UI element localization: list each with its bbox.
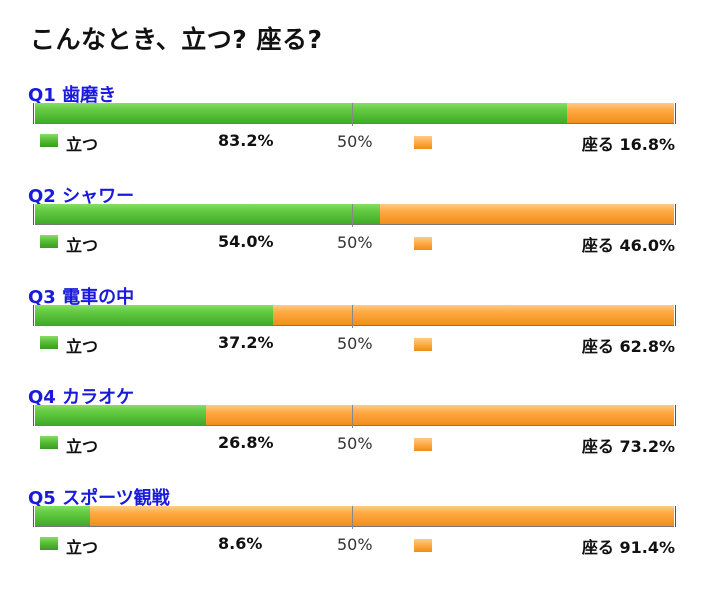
legend-stand-label: 立つ bbox=[66, 337, 99, 356]
stacked-bar bbox=[35, 305, 674, 326]
bar-frame bbox=[33, 405, 676, 426]
sit-swatch-icon bbox=[414, 136, 432, 149]
sit-group: 座る 73.2% bbox=[582, 433, 675, 457]
bar-segment-stand bbox=[35, 103, 567, 123]
question-block: Q4 カラオケ 立つ 26.8% 50% 座る 73.2% bbox=[0, 383, 705, 483]
midpoint-label: 50% bbox=[337, 233, 373, 252]
sit-group: 座る 46.0% bbox=[582, 232, 675, 256]
midpoint-label: 50% bbox=[337, 132, 373, 151]
midpoint-label: 50% bbox=[337, 334, 373, 353]
question-label: Q2 シャワー bbox=[28, 186, 135, 207]
question-label: Q3 電車の中 bbox=[28, 287, 135, 308]
legend-row: 立つ 37.2% 50% 座る 62.8% bbox=[0, 333, 705, 357]
question-label: Q4 カラオケ bbox=[28, 387, 135, 408]
stacked-bar bbox=[35, 103, 674, 124]
midpoint-label: 50% bbox=[337, 434, 373, 453]
bar-segment-sit bbox=[380, 204, 674, 224]
bar-segment-stand bbox=[35, 204, 380, 224]
legend-row: 立つ 26.8% 50% 座る 73.2% bbox=[0, 433, 705, 457]
bar-frame bbox=[33, 204, 676, 225]
bar-frame bbox=[33, 506, 676, 527]
question-block: Q3 電車の中 立つ 37.2% 50% 座る 62.8% bbox=[0, 283, 705, 383]
sit-group: 座る 16.8% bbox=[582, 131, 675, 155]
chart-title: こんなとき、立つ? 座る? bbox=[30, 25, 323, 54]
midpoint-line bbox=[352, 103, 353, 126]
legend-stand-label: 立つ bbox=[66, 538, 99, 557]
legend-stand-label: 立つ bbox=[66, 135, 99, 154]
question-block: Q5 スポーツ観戦立つ 8.6% 50% 座る 91.4% bbox=[0, 484, 705, 584]
sit-group: 座る 62.8% bbox=[582, 333, 675, 357]
bar-segment-sit bbox=[206, 405, 674, 425]
midpoint-label: 50% bbox=[337, 535, 373, 554]
bar-segment-sit bbox=[90, 506, 674, 526]
legend-sit-label: 座る bbox=[581, 236, 614, 255]
stand-swatch-icon bbox=[40, 235, 58, 248]
bar-segment-stand bbox=[35, 405, 206, 425]
legend-row: 立つ 54.0% 50% 座る 46.0% bbox=[0, 232, 705, 256]
midpoint-line bbox=[352, 506, 353, 529]
legend-sit-label: 座る bbox=[581, 337, 614, 356]
sit-percentage: 16.8% bbox=[619, 135, 675, 154]
stacked-bar bbox=[35, 405, 674, 426]
bar-segment-stand bbox=[35, 305, 273, 325]
stand-swatch-icon bbox=[40, 336, 58, 349]
bar-frame bbox=[33, 305, 676, 326]
stand-percentage: 26.8% bbox=[218, 433, 274, 452]
sit-swatch-icon bbox=[414, 539, 432, 552]
stand-swatch-icon bbox=[40, 537, 58, 550]
midpoint-line bbox=[352, 405, 353, 428]
question-block: Q1 歯磨き立つ 83.2% 50% 座る 16.8% bbox=[0, 81, 705, 181]
bar-frame bbox=[33, 103, 676, 124]
stand-percentage: 83.2% bbox=[218, 131, 274, 150]
midpoint-line bbox=[352, 305, 353, 328]
legend-stand-label: 立つ bbox=[66, 437, 99, 456]
sit-swatch-icon bbox=[414, 338, 432, 351]
legend-stand-label: 立つ bbox=[66, 236, 99, 255]
bar-segment-sit bbox=[567, 103, 674, 123]
stand-swatch-icon bbox=[40, 436, 58, 449]
stand-percentage: 8.6% bbox=[218, 534, 263, 553]
sit-swatch-icon bbox=[414, 438, 432, 451]
bar-segment-sit bbox=[273, 305, 674, 325]
question-block: Q2 シャワー 立つ 54.0% 50% 座る 46.0% bbox=[0, 182, 705, 282]
legend-row: 立つ 83.2% 50% 座る 16.8% bbox=[0, 131, 705, 155]
bar-segment-stand bbox=[35, 506, 90, 526]
legend-sit-label: 座る bbox=[581, 437, 614, 456]
stacked-bar bbox=[35, 506, 674, 527]
stacked-bar bbox=[35, 204, 674, 225]
stand-percentage: 54.0% bbox=[218, 232, 274, 251]
legend-row: 立つ 8.6% 50% 座る 91.4% bbox=[0, 534, 705, 558]
sit-percentage: 91.4% bbox=[619, 538, 675, 557]
legend-sit-label: 座る bbox=[581, 135, 614, 154]
question-label: Q1 歯磨き bbox=[28, 85, 117, 106]
legend-sit-label: 座る bbox=[581, 538, 614, 557]
sit-group: 座る 91.4% bbox=[582, 534, 675, 558]
stand-swatch-icon bbox=[40, 134, 58, 147]
midpoint-line bbox=[352, 204, 353, 227]
sit-percentage: 73.2% bbox=[619, 437, 675, 456]
sit-swatch-icon bbox=[414, 237, 432, 250]
stand-percentage: 37.2% bbox=[218, 333, 274, 352]
sit-percentage: 62.8% bbox=[619, 337, 675, 356]
sit-percentage: 46.0% bbox=[619, 236, 675, 255]
question-label: Q5 スポーツ観戦 bbox=[28, 488, 170, 509]
